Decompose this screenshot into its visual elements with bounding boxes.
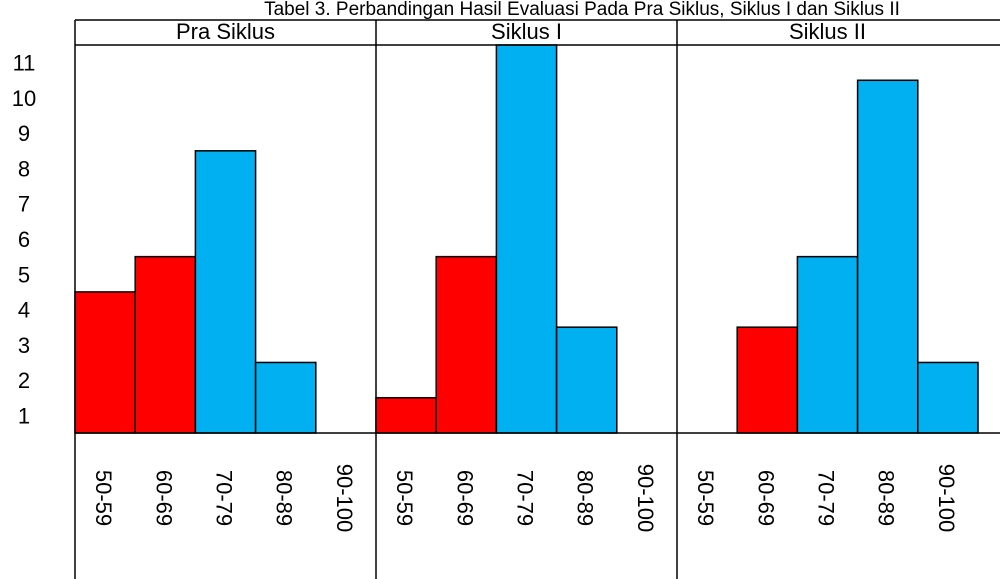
bar [555, 326, 618, 434]
y-axis-ticks: 1 2 3 4 5 6 7 8 9 10 11 [12, 51, 36, 429]
category-label: 90-100 [934, 464, 959, 533]
category-label: 50-59 [91, 470, 116, 526]
bar [194, 150, 257, 434]
bar [736, 326, 799, 434]
category-label: 70-79 [513, 470, 538, 526]
y-tick-label: 9 [18, 121, 30, 146]
group-label: Pra Siklus [176, 19, 275, 44]
chart-frame [74, 19, 1000, 579]
category-label: 80-89 [874, 470, 899, 526]
category-label: 50-59 [693, 470, 718, 526]
chart-title: Tabel 3. Perbandingan Hasil Evaluasi Pad… [264, 0, 900, 20]
bar [435, 255, 498, 434]
y-tick-label: 5 [18, 262, 30, 287]
y-tick-label: 6 [18, 227, 30, 252]
category-label: 90-100 [633, 464, 658, 533]
chart-title-group: Tabel 3. Perbandingan Hasil Evaluasi Pad… [264, 0, 900, 20]
category-labels: 50-59 60-69 70-79 80-89 90-100 50-59 60-69 70-7… [91, 464, 959, 533]
bar [134, 255, 197, 434]
category-label: 50-59 [392, 470, 417, 526]
y-tick-label: 2 [18, 368, 30, 393]
y-tick-label: 8 [18, 156, 30, 181]
group-label: Siklus II [789, 19, 866, 44]
y-tick-label: 11 [13, 51, 36, 76]
y-tick-label: 7 [18, 192, 30, 217]
bar [856, 79, 919, 434]
category-label: 70-79 [814, 470, 839, 526]
y-tick-label: 1 [18, 403, 30, 428]
bar [495, 44, 558, 434]
category-label: 70-79 [212, 470, 237, 526]
bar [74, 291, 136, 434]
category-label: 60-69 [452, 470, 477, 526]
category-label: 60-69 [151, 470, 176, 526]
group-label: Siklus I [491, 19, 562, 44]
bar [796, 255, 859, 434]
bar [917, 361, 979, 434]
group-labels: Pra Siklus Siklus I Siklus II [176, 19, 866, 44]
y-tick-label: 10 [12, 86, 36, 111]
bar [375, 396, 437, 434]
bar [254, 361, 317, 434]
category-label: 60-69 [753, 470, 778, 526]
category-label: 80-89 [272, 470, 297, 526]
y-tick-label: 3 [18, 333, 30, 358]
category-label: 90-100 [332, 464, 357, 533]
bars [74, 44, 979, 434]
category-label: 80-89 [573, 470, 598, 526]
y-tick-label: 4 [18, 298, 30, 323]
